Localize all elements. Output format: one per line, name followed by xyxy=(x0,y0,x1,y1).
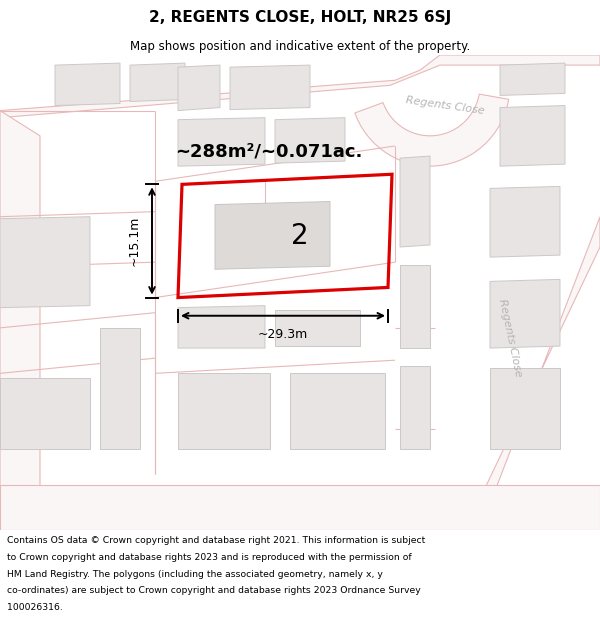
Text: 100026316.: 100026316. xyxy=(7,603,63,612)
Text: ~15.1m: ~15.1m xyxy=(128,216,141,266)
Polygon shape xyxy=(0,378,90,449)
Polygon shape xyxy=(500,63,565,96)
Polygon shape xyxy=(275,309,360,346)
Polygon shape xyxy=(500,106,565,166)
Polygon shape xyxy=(130,63,185,101)
Polygon shape xyxy=(435,217,600,530)
Polygon shape xyxy=(490,368,560,449)
Text: 2: 2 xyxy=(291,222,309,250)
Text: Map shows position and indicative extent of the property.: Map shows position and indicative extent… xyxy=(130,39,470,52)
Text: to Crown copyright and database rights 2023 and is reproduced with the permissio: to Crown copyright and database rights 2… xyxy=(7,552,412,562)
Polygon shape xyxy=(400,366,430,449)
Text: Contains OS data © Crown copyright and database right 2021. This information is : Contains OS data © Crown copyright and d… xyxy=(7,536,425,545)
Polygon shape xyxy=(178,118,265,166)
Text: ~29.3m: ~29.3m xyxy=(258,328,308,341)
Text: co-ordinates) are subject to Crown copyright and database rights 2023 Ordnance S: co-ordinates) are subject to Crown copyr… xyxy=(7,586,421,596)
Polygon shape xyxy=(400,265,430,348)
Polygon shape xyxy=(178,65,220,111)
Polygon shape xyxy=(400,156,430,247)
Polygon shape xyxy=(0,111,40,530)
Polygon shape xyxy=(490,279,560,348)
Polygon shape xyxy=(55,63,120,106)
Polygon shape xyxy=(0,217,90,308)
Text: ~288m²/~0.071ac.: ~288m²/~0.071ac. xyxy=(175,142,362,160)
Polygon shape xyxy=(275,118,345,163)
Polygon shape xyxy=(355,94,509,166)
Text: Regents Close: Regents Close xyxy=(405,95,485,116)
Polygon shape xyxy=(178,306,265,348)
Text: Regents Close: Regents Close xyxy=(497,298,523,378)
Text: HM Land Registry. The polygons (including the associated geometry, namely x, y: HM Land Registry. The polygons (includin… xyxy=(7,569,383,579)
Polygon shape xyxy=(490,186,560,257)
Polygon shape xyxy=(0,55,600,118)
Polygon shape xyxy=(230,65,310,109)
Polygon shape xyxy=(290,373,385,449)
Polygon shape xyxy=(0,484,600,530)
Text: 2, REGENTS CLOSE, HOLT, NR25 6SJ: 2, REGENTS CLOSE, HOLT, NR25 6SJ xyxy=(149,10,451,25)
Polygon shape xyxy=(100,328,140,449)
Polygon shape xyxy=(178,373,270,449)
Polygon shape xyxy=(215,201,330,269)
